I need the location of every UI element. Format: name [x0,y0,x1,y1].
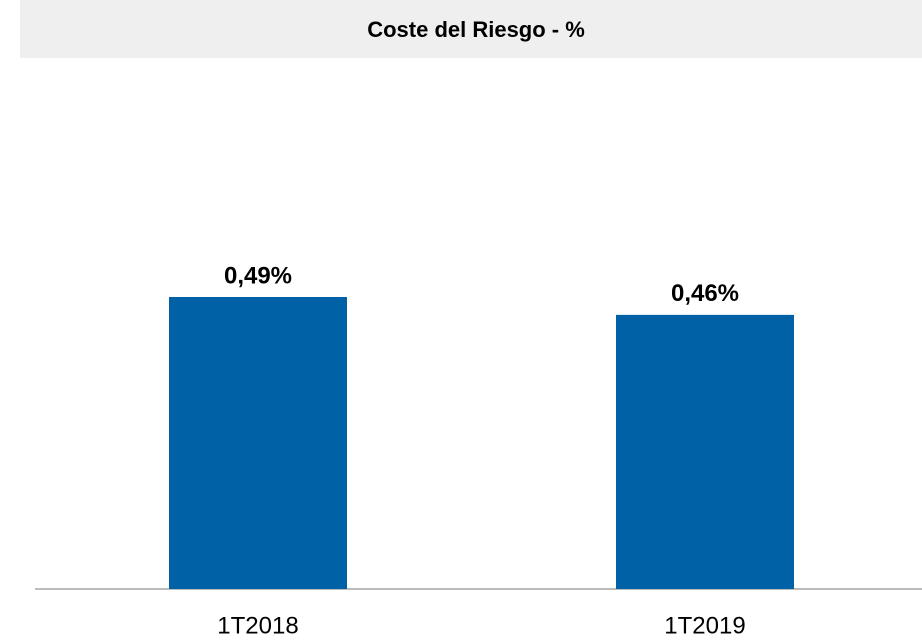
bar [169,297,347,589]
x-tick-label: 1T2018 [217,612,298,639]
title-band [20,0,922,58]
bar [616,314,794,589]
chart-title: Coste del Riesgo - % [367,17,585,42]
value-label: 0,46% [671,280,739,307]
value-label: 0,49% [224,262,292,289]
x-tick-label: 1T2019 [664,612,745,639]
